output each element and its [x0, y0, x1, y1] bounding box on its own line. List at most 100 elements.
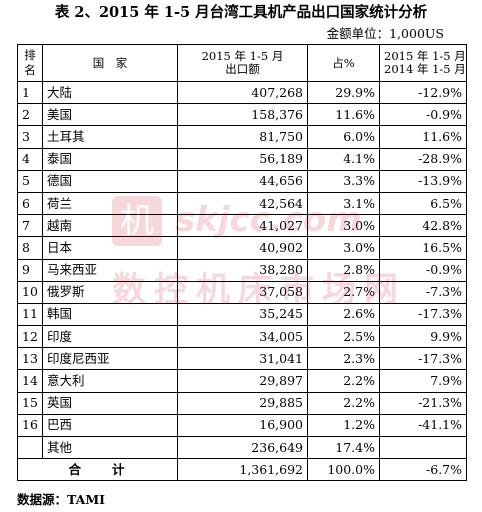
growth-cell: -17.3%	[379, 302, 467, 327]
growth-cell: -17.3%	[379, 347, 467, 371]
rank-cell: 13	[17, 347, 43, 371]
growth-cell: 7.9%	[379, 369, 467, 393]
total-value: 1,361,692	[177, 458, 308, 482]
header-country: 国 家	[42, 44, 178, 82]
share-cell: 2.6%	[307, 302, 380, 327]
growth-cell: 11.6%	[379, 125, 467, 149]
rank-cell: 1	[17, 80, 43, 105]
country-cell: 德国	[42, 169, 178, 193]
value-cell: 37,058	[177, 280, 308, 304]
value-cell: 40,902	[177, 236, 308, 260]
table-row: 2 美国 158,376 11.6% -0.9%	[17, 103, 467, 127]
country-cell: 印度	[42, 325, 178, 349]
rank-cell: 16	[17, 413, 43, 438]
table-row: 1 大陆 407,268 29.9% -12.9%	[17, 80, 467, 105]
value-cell: 236,649	[177, 435, 308, 460]
rank-cell: 5	[17, 169, 43, 193]
value-cell: 407,268	[177, 80, 308, 105]
country-cell: 其他	[42, 435, 178, 460]
country-cell: 泰国	[42, 147, 178, 171]
country-cell: 俄罗斯	[42, 280, 178, 304]
growth-cell: 9.9%	[379, 325, 467, 349]
share-cell: 2.8%	[307, 258, 380, 282]
table-row: 10 俄罗斯 37,058 2.7% -7.3%	[17, 280, 467, 304]
header-growth: 2015 年 1-5 月/ 2014 年 1-5 月	[379, 44, 467, 82]
rank-cell: 6	[17, 191, 43, 216]
share-cell: 17.4%	[307, 435, 380, 460]
share-cell: 4.1%	[307, 147, 380, 171]
growth-cell: -21.3%	[379, 391, 467, 415]
country-cell: 巴西	[42, 413, 178, 438]
country-cell: 韩国	[42, 302, 178, 327]
country-cell: 荷兰	[42, 191, 178, 216]
rank-cell: 4	[17, 147, 43, 171]
table-row: 3 土耳其 81,750 6.0% 11.6%	[17, 125, 467, 149]
share-cell: 3.1%	[307, 191, 380, 216]
table-row: 9 马来西亚 38,280 2.8% -0.9%	[17, 258, 467, 282]
growth-cell: 6.5%	[379, 191, 467, 216]
table-title: 表 2、2015 年 1-5 月台湾工具机产品出口国家统计分析	[54, 4, 428, 21]
rank-cell: 14	[17, 369, 43, 393]
share-cell: 3.0%	[307, 214, 380, 238]
header-value-line2: 出口额	[225, 62, 260, 76]
share-cell: 3.3%	[307, 169, 380, 193]
country-cell: 土耳其	[42, 125, 178, 149]
growth-cell: -13.9%	[379, 169, 467, 193]
country-cell: 意大利	[42, 369, 178, 393]
share-cell: 2.2%	[307, 391, 380, 415]
growth-cell: -0.9%	[379, 103, 467, 127]
growth-cell: -0.9%	[379, 258, 467, 282]
rank-cell: 2	[17, 103, 43, 127]
share-cell: 6.0%	[307, 125, 380, 149]
share-cell: 29.9%	[307, 80, 380, 105]
share-cell: 2.2%	[307, 369, 380, 393]
table-row: 11 韩国 35,245 2.6% -17.3%	[17, 302, 467, 327]
value-cell: 16,900	[177, 413, 308, 438]
rank-cell: 12	[17, 325, 43, 349]
value-cell: 42,564	[177, 191, 308, 216]
share-cell: 3.0%	[307, 236, 380, 260]
header-value-line1: 2015 年 1-5 月	[201, 49, 284, 63]
value-cell: 34,005	[177, 325, 308, 349]
table-row: 12 印度 34,005 2.5% 9.9%	[17, 325, 467, 349]
total-share: 100.0%	[307, 458, 380, 482]
rank-cell: 3	[17, 125, 43, 149]
value-cell: 35,245	[177, 302, 308, 327]
value-cell: 44,656	[177, 169, 308, 193]
table-row: 4 泰国 56,189 4.1% -28.9%	[17, 147, 467, 171]
value-cell: 158,376	[177, 103, 308, 127]
rank-cell: 15	[17, 391, 43, 415]
value-cell: 29,885	[177, 391, 308, 415]
growth-cell: -12.9%	[379, 80, 467, 105]
table-row: 13 印度尼西亚 31,041 2.3% -17.3%	[17, 347, 467, 371]
rank-cell: 9	[17, 258, 43, 282]
header-row: 排名 国 家 2015 年 1-5 月 出口额 占% 2015 年 1-5 月/…	[17, 44, 467, 82]
table-row: 14 意大利 29,897 2.2% 7.9%	[17, 369, 467, 393]
growth-cell: 42.8%	[379, 214, 467, 238]
country-cell: 英国	[42, 391, 178, 415]
value-cell: 38,280	[177, 258, 308, 282]
table-row: 15 英国 29,885 2.2% -21.3%	[17, 391, 467, 415]
rank-cell: 11	[17, 302, 43, 327]
header-value: 2015 年 1-5 月 出口额	[177, 44, 308, 82]
country-cell: 日本	[42, 236, 178, 260]
rank-cell: 10	[17, 280, 43, 304]
country-cell: 印度尼西亚	[42, 347, 178, 371]
rank-cell: 8	[17, 236, 43, 260]
growth-cell: -7.3%	[379, 280, 467, 304]
growth-cell: -28.9%	[379, 147, 467, 171]
table-body: 1 大陆 407,268 29.9% -12.9% 2 美国 158,376 11.6% -0.9…	[17, 80, 467, 460]
header-growth-line1: 2015 年 1-5 月/	[384, 49, 467, 63]
share-cell: 11.6%	[307, 103, 380, 127]
header-growth-line2: 2014 年 1-5 月	[384, 62, 466, 76]
header-rank: 排名	[17, 44, 43, 82]
header-share: 占%	[307, 44, 380, 82]
share-cell: 1.2%	[307, 413, 380, 438]
table-row: 8 日本 40,902 3.0% 16.5%	[17, 236, 467, 260]
table-row: 其他 236,649 17.4%	[17, 435, 467, 460]
country-cell: 马来西亚	[42, 258, 178, 282]
share-cell: 2.7%	[307, 280, 380, 304]
total-label: 合 计	[17, 458, 178, 482]
value-cell: 56,189	[177, 147, 308, 171]
rank-cell: 7	[17, 214, 43, 238]
